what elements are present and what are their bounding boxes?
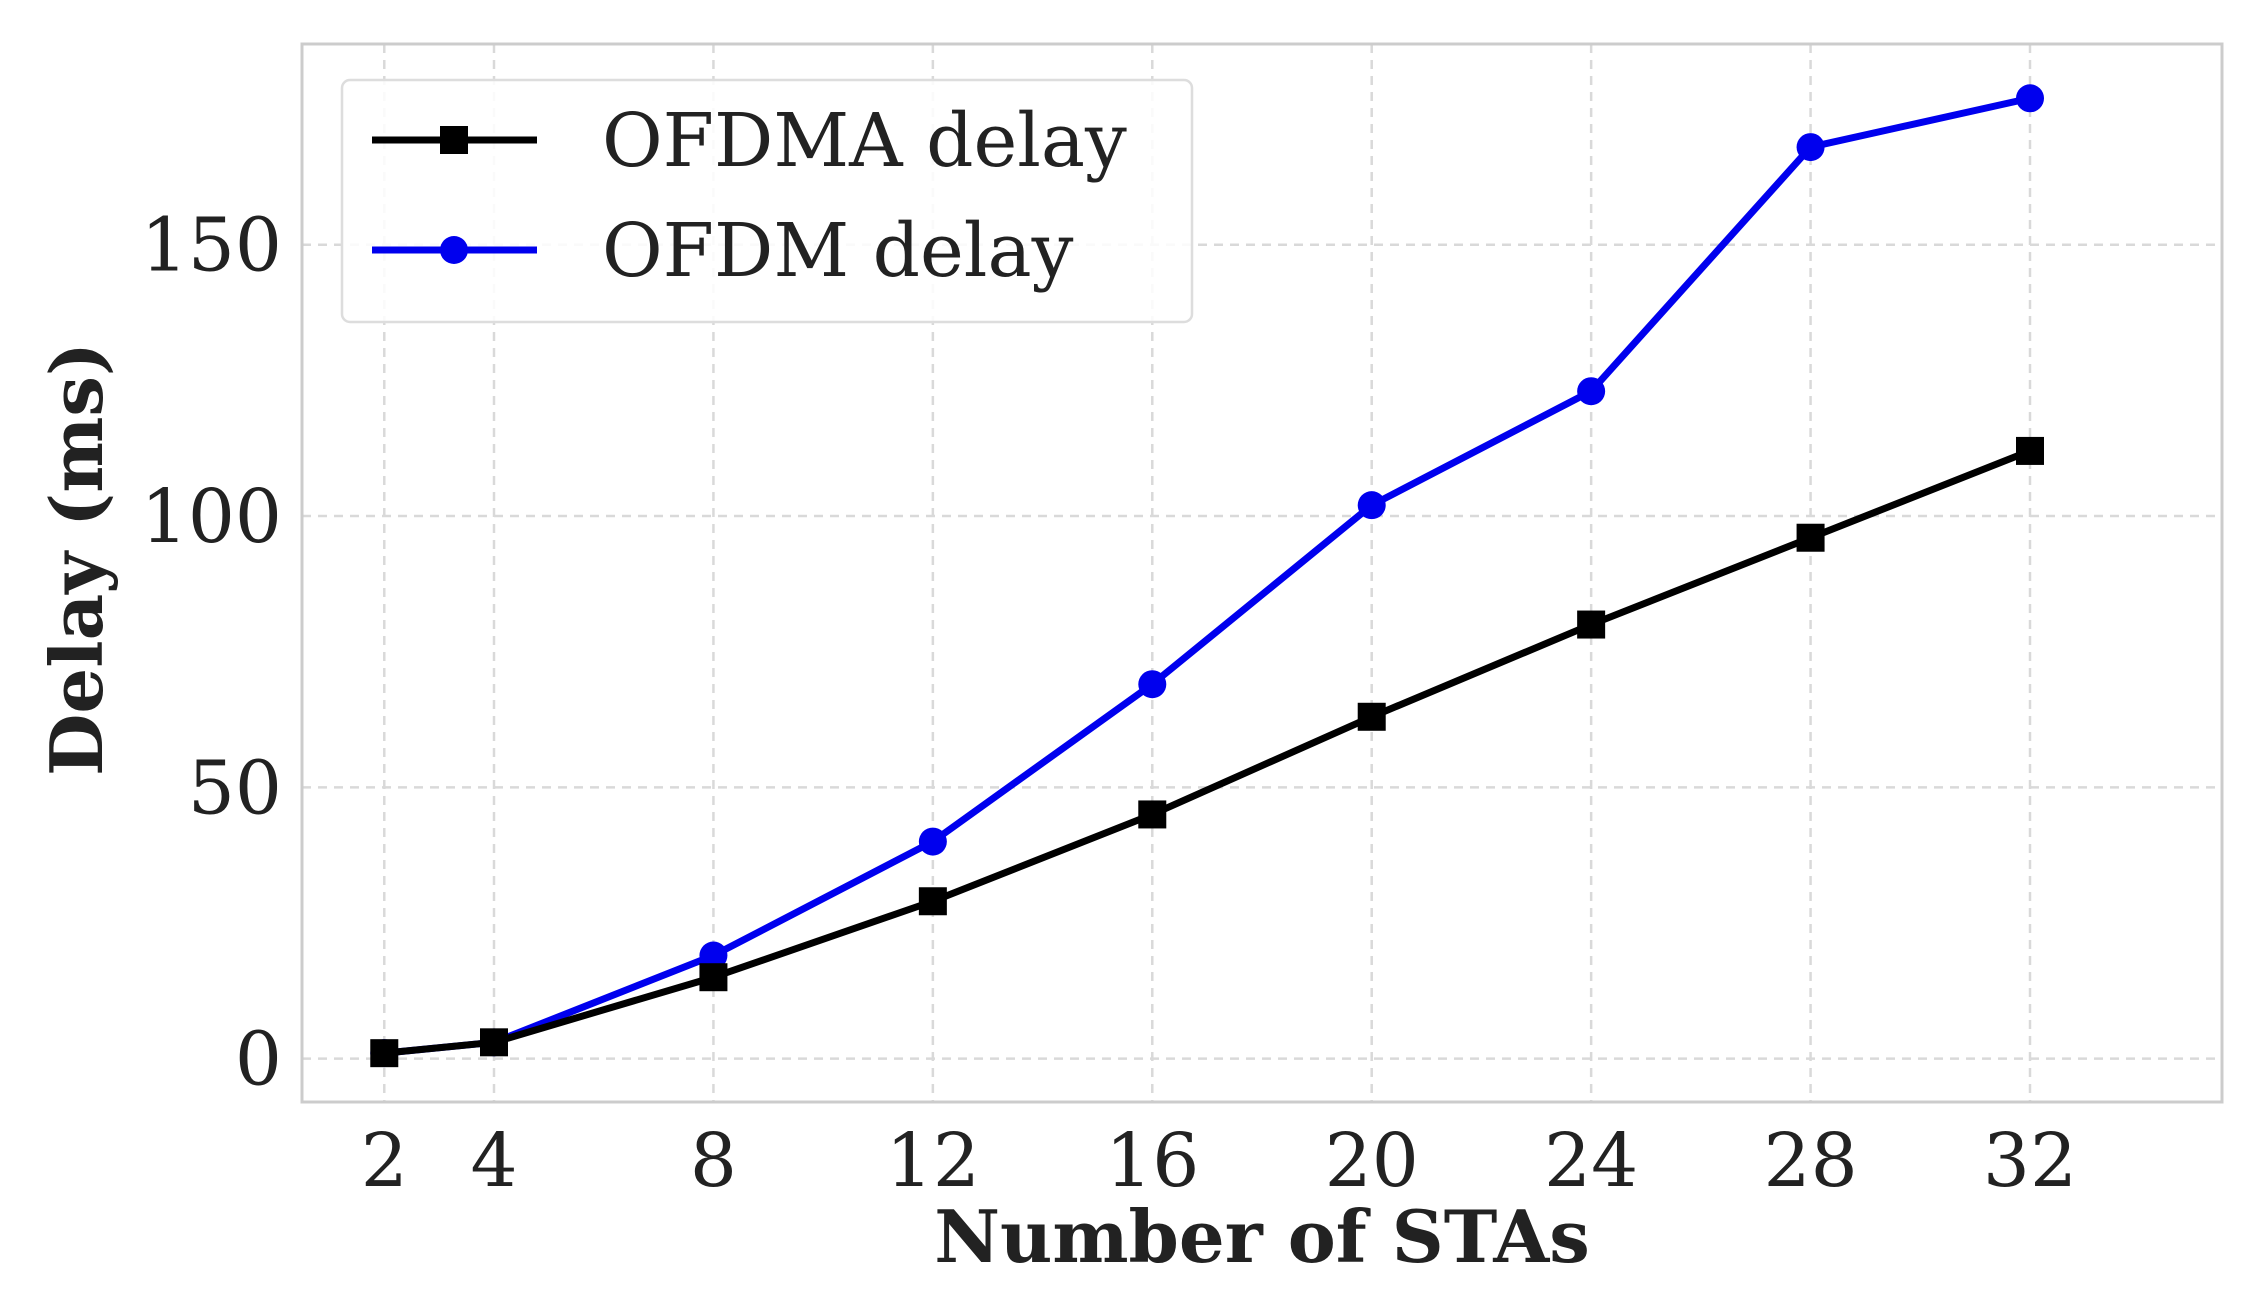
x-tick-label: 20 <box>1325 1118 1419 1204</box>
y-axis-title: Delay (ms) <box>34 342 119 776</box>
data-point-ofdma-delay <box>1796 523 1825 552</box>
legend-box <box>340 78 1194 324</box>
data-point-ofdm-delay <box>1577 377 1606 406</box>
x-axis-ticks: 2 4 8 12 16 20 24 28 32 <box>361 1118 2077 1204</box>
series-ofdma-delay <box>370 436 2044 1068</box>
x-tick-label: 2 <box>361 1118 408 1204</box>
y-tick-label: 150 <box>141 203 282 289</box>
series <box>370 84 2044 1068</box>
legend-marker <box>440 236 468 264</box>
x-tick-label: 12 <box>886 1118 980 1204</box>
legend-marker <box>440 126 468 154</box>
data-point-ofdma-delay <box>918 887 947 916</box>
data-point-ofdma-delay <box>2016 436 2044 465</box>
data-point-ofdm-delay <box>1138 670 1167 699</box>
y-axis-ticks: 0 50 100 150 <box>141 203 282 1103</box>
x-tick-label: 24 <box>1544 1118 1638 1204</box>
y-tick-label: 100 <box>141 474 282 560</box>
series-line-ofdma-delay <box>380 447 2034 1057</box>
legend-label: OFDM delay <box>602 208 1074 294</box>
data-point-ofdm-delay <box>1357 491 1386 520</box>
data-point-ofdma-delay <box>1357 702 1386 731</box>
plot-area-frame <box>300 42 2224 1104</box>
x-tick-label: 8 <box>690 1118 737 1204</box>
legend-item-ofdm-delay: OFDM delay <box>372 208 1074 294</box>
data-point-ofdma-delay <box>480 1028 508 1057</box>
data-point-ofdm-delay <box>2016 84 2044 113</box>
legend-label: OFDMA delay <box>602 98 1127 184</box>
x-tick-label: 4 <box>470 1118 517 1204</box>
x-tick-label: 28 <box>1763 1118 1857 1204</box>
y-tick-label: 50 <box>188 745 282 831</box>
x-axis-title: Number of STAs <box>934 1194 1590 1279</box>
data-point-ofdm-delay <box>918 827 947 856</box>
data-point-ofdma-delay <box>1577 610 1606 639</box>
x-tick-label: 16 <box>1105 1118 1199 1204</box>
data-point-ofdma-delay <box>1138 800 1167 829</box>
legend-item-ofdma-delay: OFDMA delay <box>372 98 1127 184</box>
data-point-ofdm-delay <box>699 941 728 970</box>
legend: OFDMA delay OFDM delay <box>340 78 1194 324</box>
data-point-ofdm-delay <box>1796 133 1825 162</box>
data-point-ofdma-delay <box>370 1039 399 1068</box>
y-tick-label: 0 <box>235 1017 282 1103</box>
x-tick-label: 32 <box>1983 1118 2077 1204</box>
data-point-ofdma-delay <box>699 963 728 992</box>
legend-items: OFDMA delay OFDM delay <box>372 98 1127 294</box>
